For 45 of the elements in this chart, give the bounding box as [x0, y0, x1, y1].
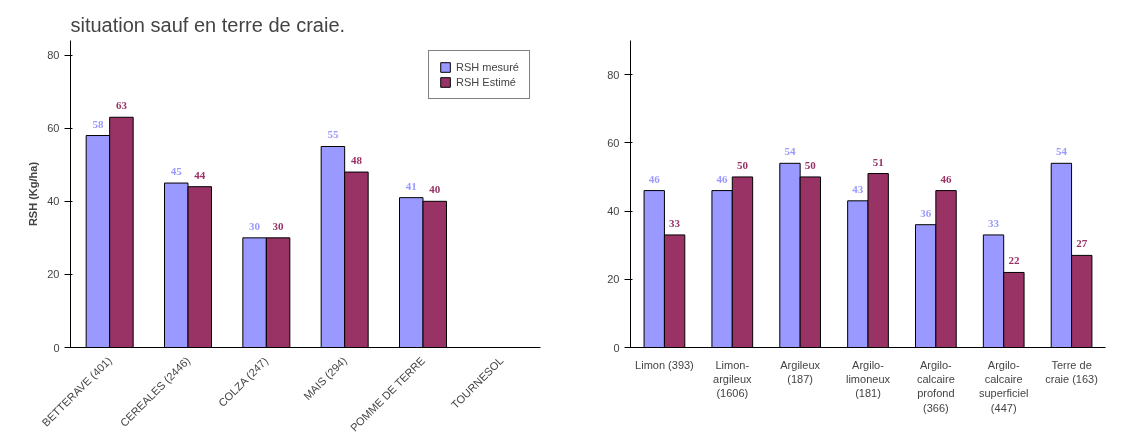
- x-tick-label: Terre de craie (163): [1045, 358, 1098, 385]
- y-tick-label: 40: [607, 205, 620, 218]
- data-label: 54: [1055, 145, 1068, 158]
- x-tick-label: Argileux (187): [780, 358, 821, 385]
- data-label: 45: [170, 165, 183, 178]
- data-label: 51: [872, 155, 884, 168]
- data-label: 50: [804, 158, 817, 171]
- x-tick-label: Argilo- limoneux (181): [845, 358, 891, 400]
- data-label: 33: [988, 216, 1000, 229]
- data-label: 43: [852, 182, 864, 195]
- data-label: 44: [194, 168, 206, 181]
- x-tick-label: Argilo- calcaire superficiel (447): [978, 358, 1029, 414]
- y-tick-label: 20: [607, 273, 620, 286]
- y-tick-label: 40: [47, 195, 60, 208]
- data-label: 46: [940, 172, 953, 185]
- data-label: 58: [92, 117, 104, 130]
- data-label: 50: [736, 158, 749, 171]
- legend-label: RSH mesuré: [456, 61, 519, 73]
- data-label: 22: [1008, 254, 1020, 267]
- y-tick-label: 80: [607, 68, 620, 81]
- data-label: 27: [1076, 237, 1088, 250]
- y-tick-label: 60: [47, 122, 60, 135]
- data-label: 33: [669, 216, 681, 229]
- x-tick-label: Limon (393): [635, 358, 694, 371]
- y-tick-label: 60: [607, 136, 620, 149]
- x-tick-label: Limon- argileux (1606): [713, 358, 753, 400]
- y-tick-label: 80: [47, 49, 60, 62]
- data-label: 40: [429, 183, 441, 196]
- data-label: 48: [350, 154, 363, 167]
- y-tick-label: 20: [47, 268, 60, 281]
- data-label: 36: [920, 206, 932, 219]
- data-label: 30: [249, 219, 261, 232]
- data-label: 30: [272, 219, 285, 232]
- data-label: 46: [716, 172, 729, 185]
- y-tick-label: 0: [53, 341, 60, 354]
- y-tick-label: 0: [613, 341, 620, 354]
- legend-label: RSH Estimé: [456, 76, 516, 88]
- x-tick-label: Argilo- calcaire profond (366): [916, 358, 955, 414]
- y-axis-title: RSH (Kg/ha): [27, 161, 40, 227]
- text: situation sauf en terre de craie.: [70, 13, 346, 36]
- data-label: 54: [784, 145, 796, 158]
- data-label: 63: [115, 99, 128, 112]
- data-label: 41: [405, 179, 417, 192]
- data-label: 46: [648, 172, 661, 185]
- data-label: 55: [327, 128, 339, 141]
